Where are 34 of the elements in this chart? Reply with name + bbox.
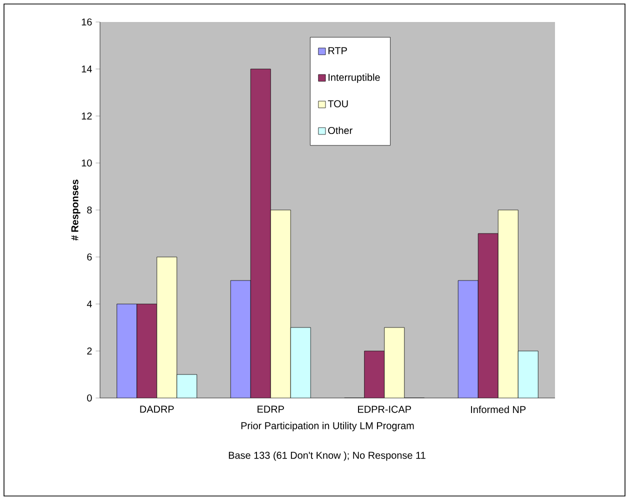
y-tick-label: 4 bbox=[86, 300, 92, 308]
bar bbox=[384, 328, 404, 398]
y-tick-label: 2 bbox=[87, 348, 92, 354]
bar bbox=[518, 350, 538, 398]
y-tick-label: 6 bbox=[87, 253, 92, 261]
x-tick-label: EDRP bbox=[258, 406, 284, 413]
bar bbox=[498, 210, 518, 398]
y-tick-label: 10 bbox=[82, 159, 92, 167]
legend-label: Interruptible bbox=[328, 74, 380, 83]
bar bbox=[478, 233, 498, 398]
bar bbox=[290, 328, 311, 398]
legend-label: TOU bbox=[328, 100, 348, 108]
bar bbox=[458, 280, 478, 398]
bar bbox=[270, 210, 291, 398]
bar bbox=[116, 304, 137, 398]
y-tick-label: 12 bbox=[82, 112, 92, 120]
bar bbox=[250, 68, 271, 398]
bar bbox=[364, 351, 384, 398]
x-tick-label: DADRP bbox=[140, 406, 174, 413]
y-axis-title: # Responses bbox=[71, 180, 80, 241]
bar bbox=[156, 256, 177, 398]
y-tick-label: 0 bbox=[87, 394, 92, 402]
legend-label: Other bbox=[328, 126, 352, 134]
y-tick-label: 16 bbox=[82, 18, 92, 26]
text: Base 133 (61 Don't Know ); No Response 11 bbox=[228, 452, 426, 461]
y-tick-label: 8 bbox=[87, 206, 92, 214]
x-axis-title: Prior Participation in Utility LM Program bbox=[241, 422, 414, 432]
y-tick-label: 14 bbox=[82, 66, 92, 72]
bar bbox=[230, 280, 251, 398]
x-tick-label: EDPR-ICAP bbox=[358, 406, 411, 413]
bar bbox=[176, 374, 197, 398]
legend-label: RTP bbox=[328, 47, 347, 54]
bar bbox=[136, 304, 157, 398]
x-tick-label: Informed NP bbox=[471, 406, 526, 414]
